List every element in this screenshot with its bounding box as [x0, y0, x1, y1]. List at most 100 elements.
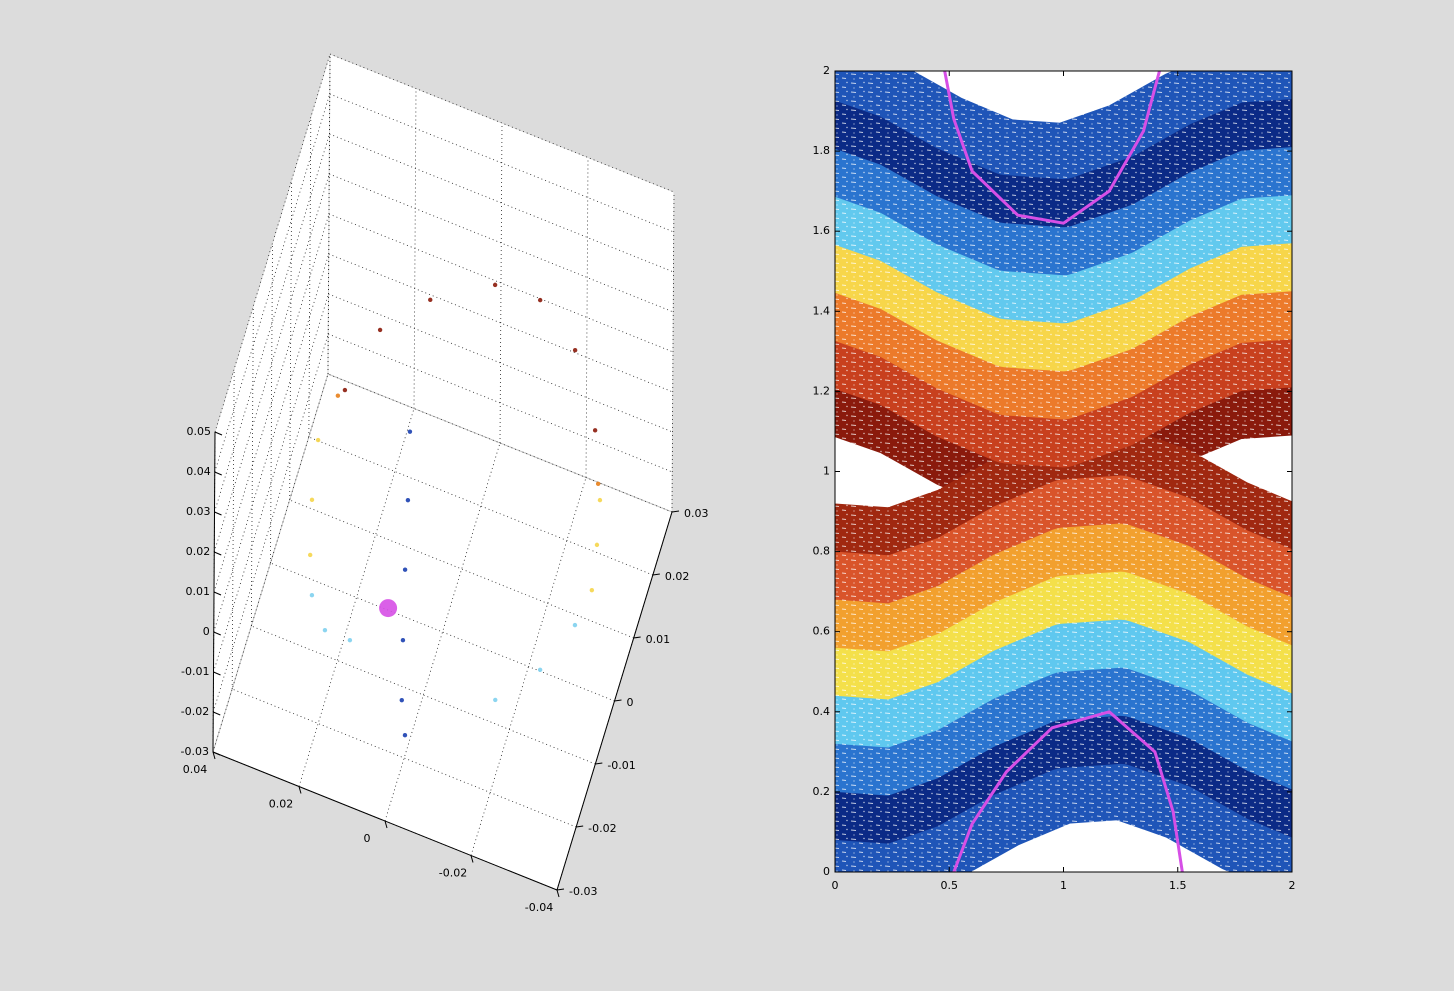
y-tick-label: 0.03 — [684, 507, 709, 520]
y-tick-label: 0.8 — [813, 545, 831, 558]
point — [572, 622, 578, 628]
y-tick-label: 1.4 — [813, 304, 831, 317]
orbit — [943, 71, 1161, 225]
axis-line — [556, 511, 673, 891]
point — [377, 327, 383, 333]
plot-clip — [835, 71, 1292, 872]
point — [400, 638, 406, 643]
z-tick — [214, 431, 223, 436]
x-tick-label: 1.5 — [1169, 879, 1187, 892]
plot-3d: -0.04 -0.02 0 0.02 0.04 -0.03 -0.02 -0.01 0 0.01 0… — [181, 53, 709, 914]
point — [309, 497, 315, 503]
y-tick — [595, 762, 603, 765]
grid-line — [328, 333, 673, 473]
point — [315, 437, 321, 443]
point — [595, 481, 601, 487]
grid-line — [270, 562, 615, 702]
grid-line — [289, 179, 293, 501]
orbit — [952, 710, 1184, 872]
y-tick-label: 1.6 — [813, 224, 831, 237]
point — [402, 567, 408, 572]
point — [594, 542, 600, 548]
z-tick-label: 0.05 — [187, 425, 212, 438]
grid-line — [329, 133, 674, 273]
y-tick-label: -0.02 — [588, 822, 616, 835]
z-tick — [213, 671, 221, 676]
y-tick-label: 0 — [823, 865, 830, 878]
point — [493, 697, 498, 703]
x-tick-label: 0 — [364, 832, 371, 845]
point — [347, 637, 353, 643]
grid-line — [328, 213, 674, 353]
y-tick-label: 0.4 — [813, 705, 831, 718]
x-tick-label: 0.04 — [183, 763, 208, 776]
y-tick-label: 1.2 — [813, 384, 831, 397]
z-tick-label: -0.02 — [181, 705, 209, 718]
axis-line — [212, 431, 216, 753]
point — [537, 297, 543, 303]
point — [402, 732, 408, 738]
x-tick — [212, 751, 216, 760]
z-tick-label: 0.02 — [186, 545, 211, 558]
grid-line — [328, 293, 673, 433]
y-tick — [614, 699, 622, 702]
plot-2d: 0 0.5 1 1.5 2 0 0.2 0.4 0.6 0.8 1 1.2 1.4 1.6 1.8 2 — [813, 64, 1296, 892]
y-tick-label: 0.01 — [646, 633, 671, 646]
z-tick-label: 0.01 — [186, 585, 211, 598]
axis-line — [212, 751, 558, 891]
x-tick — [384, 820, 388, 829]
grid-line — [329, 93, 674, 233]
grid-line — [329, 53, 675, 193]
y-tick — [671, 510, 680, 513]
z-tick — [214, 511, 222, 516]
grid-line — [231, 368, 235, 690]
point — [309, 593, 315, 598]
point — [405, 497, 411, 503]
z-tick-label: 0.04 — [186, 465, 211, 478]
grid-line — [250, 305, 254, 627]
y-tick-label: 0 — [627, 696, 634, 709]
point — [307, 552, 313, 558]
grid-line — [289, 499, 634, 639]
grid-line — [327, 53, 331, 375]
z-tick — [213, 711, 221, 716]
x-tick-label: 0.02 — [269, 798, 294, 811]
point — [537, 667, 543, 673]
speckle — [835, 71, 1292, 872]
point — [335, 393, 341, 398]
y-tick-label: 0.02 — [665, 570, 690, 583]
point — [407, 429, 413, 434]
y-tick-label: -0.01 — [607, 759, 635, 772]
grid-line — [413, 88, 417, 409]
z-tick — [214, 471, 222, 476]
x-tick-label: 1 — [1060, 879, 1067, 892]
z-tick-label: 0 — [203, 625, 210, 638]
point — [342, 387, 348, 393]
y-tick-label: -0.03 — [569, 885, 597, 898]
point — [399, 697, 404, 703]
y-tick-label: 1.8 — [813, 144, 831, 157]
grid-line — [327, 373, 673, 513]
y-tick — [576, 825, 584, 828]
x-tick-label: 0 — [832, 879, 839, 892]
grid-line — [308, 436, 653, 576]
z-tick-label: -0.03 — [181, 745, 209, 758]
y-tick-label: 0.2 — [813, 785, 831, 798]
x-tick-label: -0.02 — [439, 867, 467, 880]
grid-line — [270, 242, 273, 564]
point — [492, 282, 498, 288]
y-tick-label: 1 — [823, 465, 830, 478]
x-tick-label: -0.04 — [525, 901, 553, 914]
x-tick — [298, 786, 302, 794]
grid-line — [499, 122, 503, 444]
z-tick — [214, 551, 222, 556]
point — [592, 428, 598, 433]
y-tick-label: 2 — [823, 64, 830, 77]
grid-line — [328, 253, 673, 393]
grid-line — [585, 157, 589, 478]
y-tick — [633, 636, 641, 639]
x-tick — [556, 889, 560, 898]
z-tick-label: 0.03 — [186, 505, 211, 518]
